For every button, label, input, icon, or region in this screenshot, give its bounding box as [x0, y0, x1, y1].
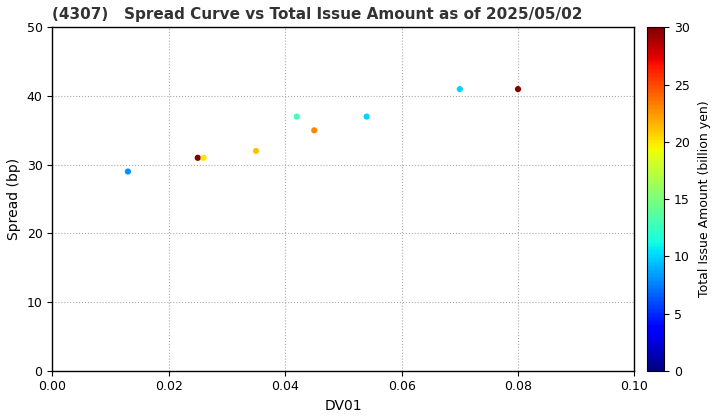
- Point: [454, 86, 466, 92]
- Point: [308, 127, 320, 134]
- Point: [291, 113, 302, 120]
- Point: [361, 113, 372, 120]
- Y-axis label: Total Issue Amount (billion yen): Total Issue Amount (billion yen): [698, 101, 711, 297]
- Point: [198, 155, 210, 161]
- Y-axis label: Spread (bp): Spread (bp): [7, 158, 21, 240]
- Point: [122, 168, 134, 175]
- Text: (4307)   Spread Curve vs Total Issue Amount as of 2025/05/02: (4307) Spread Curve vs Total Issue Amoun…: [53, 7, 582, 22]
- Point: [192, 155, 204, 161]
- X-axis label: DV01: DV01: [325, 399, 362, 413]
- Point: [251, 147, 262, 154]
- Point: [512, 86, 523, 92]
